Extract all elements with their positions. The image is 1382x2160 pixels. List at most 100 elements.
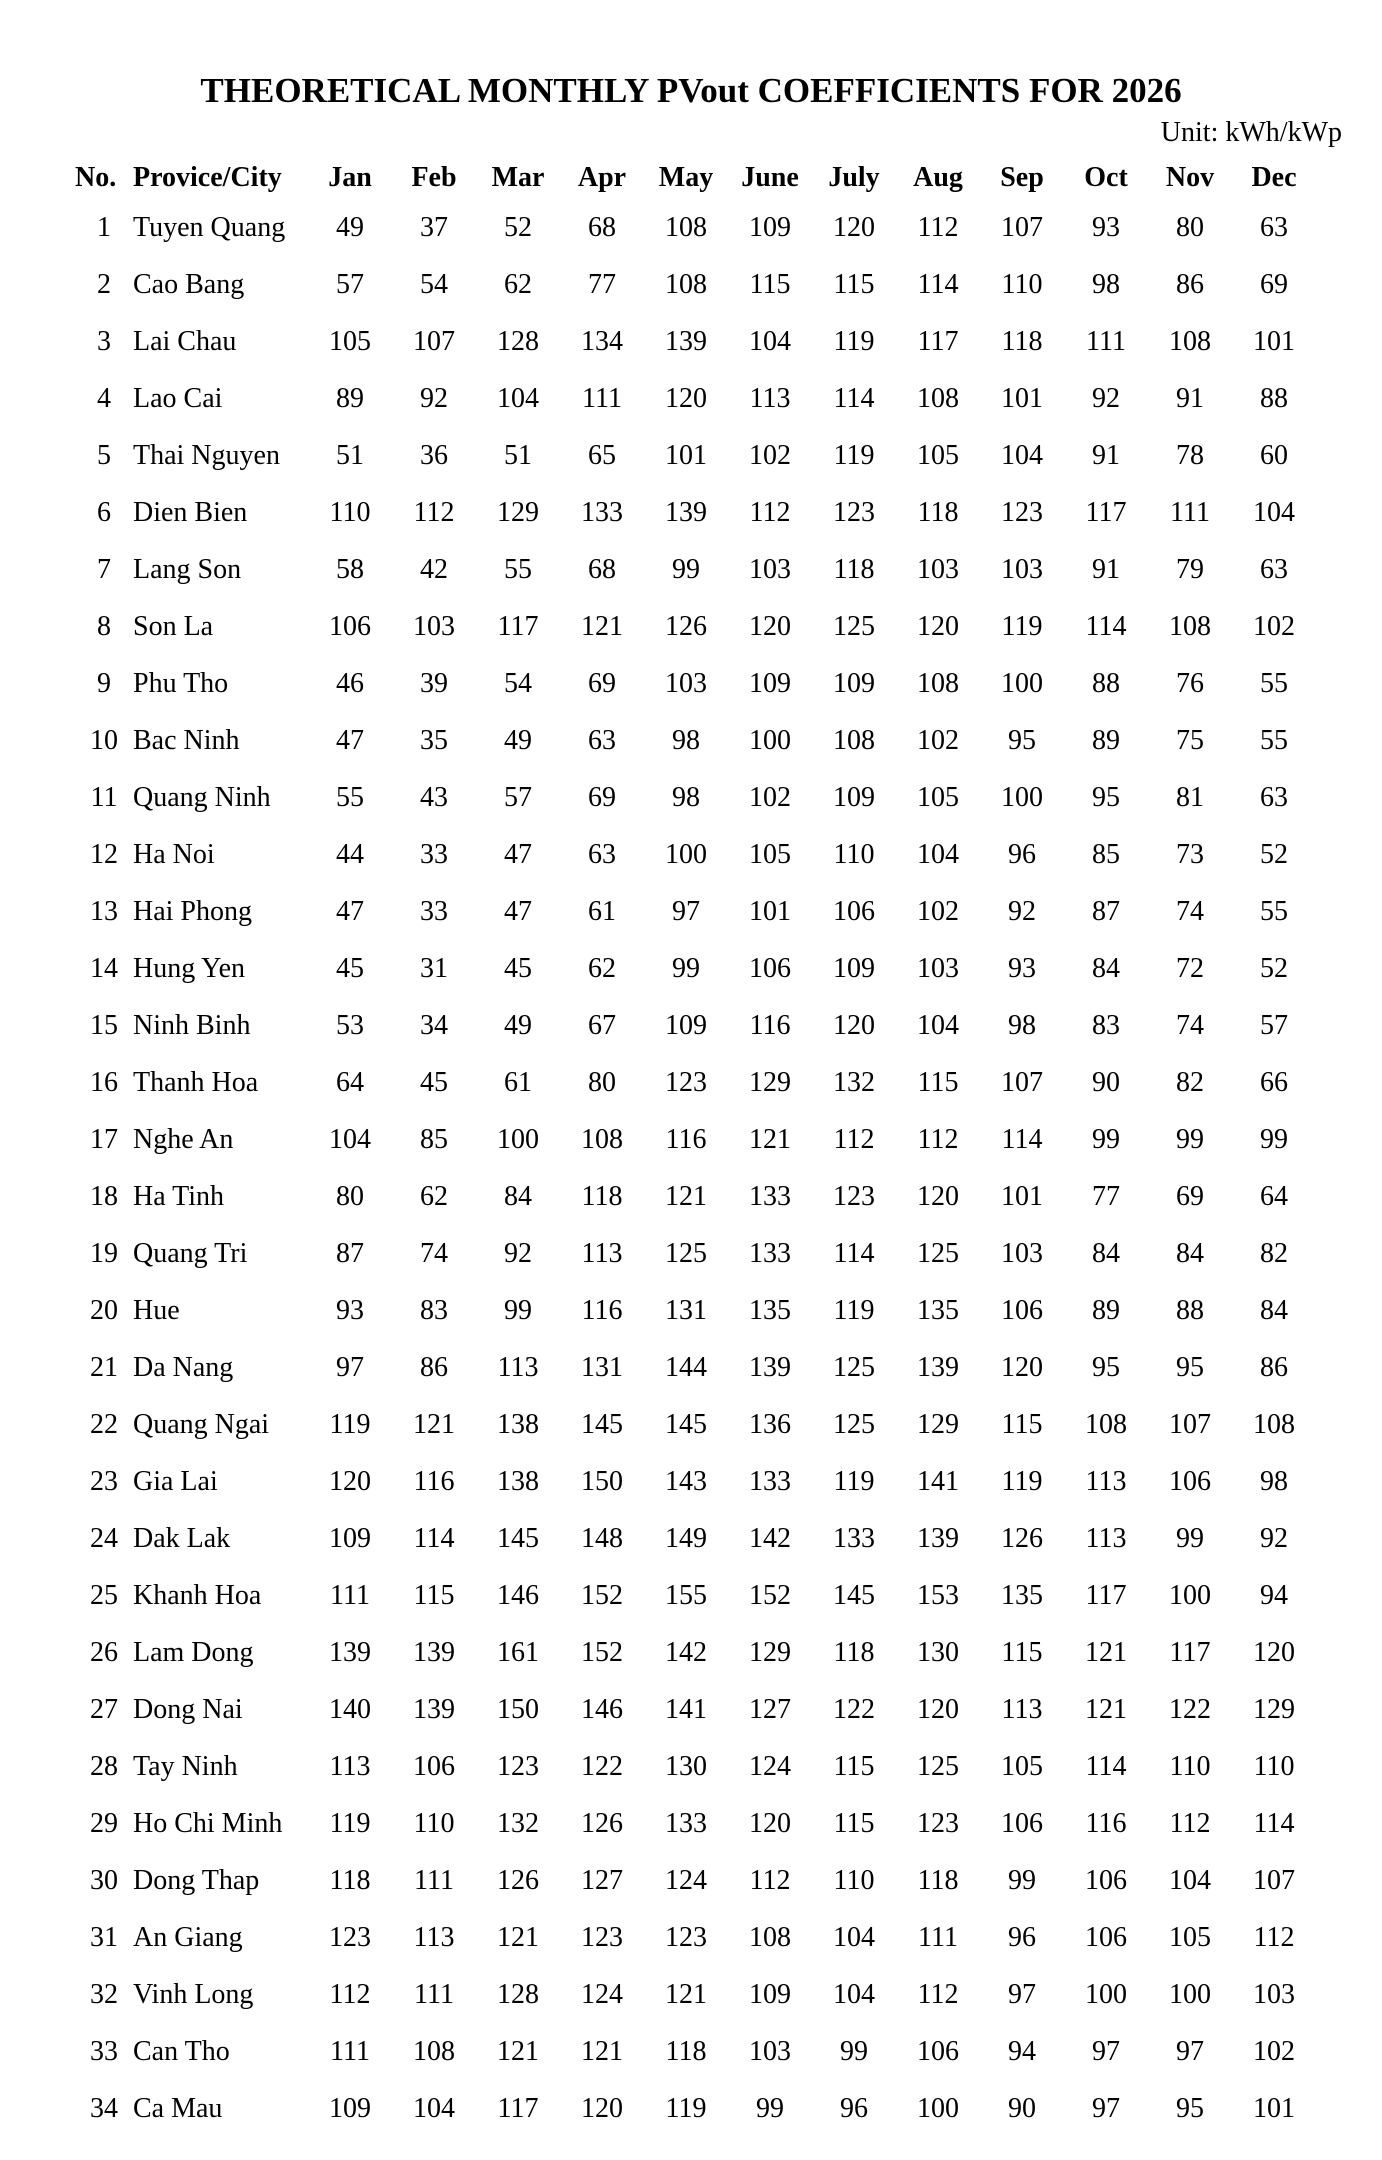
coefficient-value: 110 (833, 1864, 875, 1896)
coefficient-value: 91 (1092, 439, 1120, 471)
coefficient-value: 116 (581, 1294, 623, 1326)
coefficient-value: 141 (665, 1693, 707, 1725)
coefficient-value: 57 (504, 781, 532, 813)
coefficient-value: 108 (413, 2035, 455, 2067)
coefficient-value: 145 (833, 1579, 875, 1611)
coefficient-value: 123 (665, 1921, 707, 1953)
coefficient-value: 92 (1092, 382, 1120, 414)
coefficient-value: 67 (588, 1009, 616, 1041)
coefficient-value: 135 (1001, 1579, 1043, 1611)
coefficient-value: 120 (833, 1009, 875, 1041)
coefficient-value: 100 (1001, 781, 1043, 813)
coefficient-value: 106 (1001, 1294, 1043, 1326)
coefficient-value: 49 (504, 1009, 532, 1041)
coefficient-value: 63 (1260, 211, 1288, 243)
coefficient-value: 131 (581, 1351, 623, 1383)
coefficient-value: 129 (1253, 1693, 1295, 1725)
coefficient-value: 88 (1176, 1294, 1204, 1326)
coefficient-value: 153 (917, 1579, 959, 1611)
coefficient-value: 107 (413, 325, 455, 357)
coefficient-value: 119 (833, 1294, 875, 1326)
coefficient-value: 121 (413, 1408, 455, 1440)
coefficient-value: 108 (1253, 1408, 1295, 1440)
column-header-june: June (741, 162, 799, 194)
coefficient-value: 109 (329, 1522, 371, 1554)
coefficient-value: 83 (420, 1294, 448, 1326)
coefficient-value: 103 (1253, 1978, 1295, 2010)
province-name: Can Tho (133, 2035, 230, 2067)
coefficient-value: 161 (497, 1636, 539, 1668)
coefficient-value: 45 (420, 1066, 448, 1098)
coefficient-value: 121 (665, 1180, 707, 1212)
coefficient-value: 99 (1260, 1123, 1288, 1155)
coefficient-value: 101 (1253, 325, 1295, 357)
coefficient-value: 130 (665, 1750, 707, 1782)
coefficient-value: 123 (917, 1807, 959, 1839)
coefficient-value: 123 (833, 496, 875, 528)
coefficient-value: 98 (1260, 1465, 1288, 1497)
coefficient-value: 123 (329, 1921, 371, 1953)
coefficient-value: 119 (833, 1465, 875, 1497)
row-number: 33 (90, 2035, 118, 2067)
coefficient-value: 77 (1092, 1180, 1120, 1212)
province-name: Phu Tho (133, 667, 229, 699)
coefficient-value: 99 (1176, 1522, 1204, 1554)
coefficient-value: 108 (1085, 1408, 1127, 1440)
coefficient-value: 91 (1092, 553, 1120, 585)
province-name: Ninh Binh (133, 1009, 251, 1041)
coefficient-value: 122 (1169, 1693, 1211, 1725)
coefficient-value: 92 (420, 382, 448, 414)
coefficient-value: 112 (833, 1123, 875, 1155)
coefficient-value: 106 (749, 952, 791, 984)
row-number: 25 (90, 1579, 118, 1611)
coefficient-value: 105 (917, 781, 959, 813)
coefficient-value: 78 (1176, 439, 1204, 471)
coefficient-value: 102 (1253, 2035, 1295, 2067)
column-header-nov: Nov (1165, 162, 1215, 194)
table-row: 21 Da Nang 97 86 113 131 144 139 125 139 120 95 95 86 (75, 1339, 1316, 1396)
coefficient-value: 145 (581, 1408, 623, 1440)
coefficient-value: 88 (1260, 382, 1288, 414)
coefficient-value: 116 (1085, 1807, 1127, 1839)
province-name: Dong Thap (133, 1864, 260, 1896)
coefficient-value: 114 (1001, 1123, 1043, 1155)
province-name: Quang Ngai (133, 1408, 270, 1440)
coefficient-value: 93 (336, 1294, 364, 1326)
coefficient-value: 104 (1169, 1864, 1211, 1896)
coefficient-value: 146 (497, 1579, 539, 1611)
coefficient-value: 120 (917, 610, 959, 642)
coefficient-value: 103 (749, 553, 791, 585)
coefficient-value: 98 (1008, 1009, 1036, 1041)
province-name: Hue (133, 1294, 180, 1326)
row-number: 23 (90, 1465, 118, 1497)
coefficient-value: 95 (1176, 2092, 1204, 2124)
coefficient-value: 143 (665, 1465, 707, 1497)
coefficient-value: 118 (833, 553, 875, 585)
coefficient-value: 98 (1092, 268, 1120, 300)
coefficient-value: 54 (420, 268, 448, 300)
row-number: 12 (90, 838, 118, 870)
coefficient-value: 63 (1260, 781, 1288, 813)
coefficient-value: 94 (1260, 1579, 1288, 1611)
row-number: 17 (90, 1123, 118, 1155)
coefficient-value: 120 (581, 2092, 623, 2124)
coefficient-value: 90 (1008, 2092, 1036, 2124)
coefficient-value: 120 (749, 610, 791, 642)
column-header-aug: Aug (913, 162, 963, 194)
coefficient-value: 80 (336, 1180, 364, 1212)
coefficient-value: 46 (336, 667, 364, 699)
coefficient-value: 118 (665, 2035, 707, 2067)
coefficient-value: 66 (1260, 1066, 1288, 1098)
row-number: 1 (97, 211, 111, 243)
coefficient-value: 62 (588, 952, 616, 984)
province-name: Quang Tri (133, 1237, 248, 1269)
coefficient-value: 72 (1176, 952, 1204, 984)
table-row: 2 Cao Bang 57 54 62 77 108 115 115 114 110 98 86 69 (75, 256, 1316, 313)
coefficient-value: 52 (504, 211, 532, 243)
coefficient-value: 103 (413, 610, 455, 642)
coefficient-value: 93 (1008, 952, 1036, 984)
row-number: 27 (90, 1693, 118, 1725)
coefficient-value: 127 (749, 1693, 791, 1725)
coefficient-value: 104 (413, 2092, 455, 2124)
coefficient-value: 105 (1001, 1750, 1043, 1782)
